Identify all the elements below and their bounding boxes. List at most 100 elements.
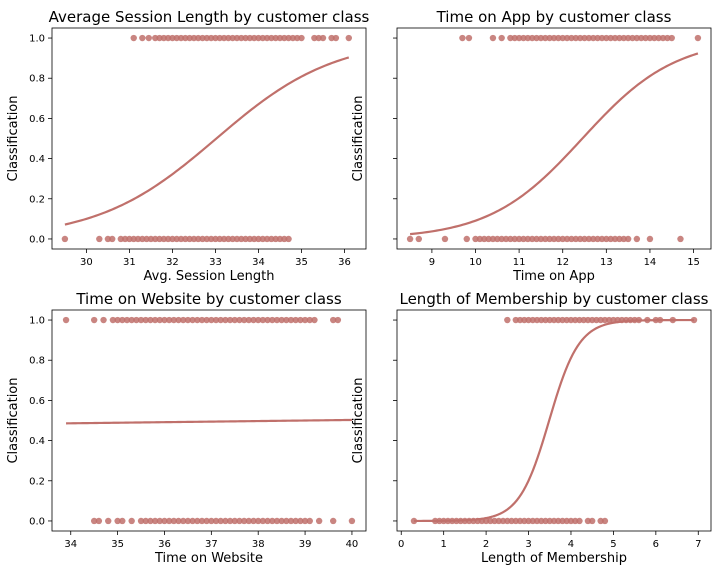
data-point-class-1 — [212, 316, 220, 324]
data-point-class-0 — [231, 517, 238, 525]
x-axis-label: Time on Website — [154, 551, 263, 566]
data-point-class-1 — [334, 316, 342, 324]
data-point-class-1 — [123, 316, 131, 324]
axes-frame — [51, 309, 367, 532]
data-point-class-0 — [184, 517, 192, 525]
data-point-class-1 — [297, 316, 304, 324]
x-tick-label: 36 — [338, 257, 351, 268]
x-tick-label: 12 — [556, 257, 569, 268]
data-point-class-0 — [203, 517, 210, 525]
data-point-class-1 — [259, 316, 267, 324]
data-point-class-0 — [161, 517, 168, 525]
y-tick-label: 0.8 — [29, 356, 45, 367]
data-point-class-1 — [231, 316, 238, 324]
scatter-points — [410, 316, 698, 525]
data-point-class-0 — [212, 517, 220, 525]
data-point-class-0 — [415, 235, 423, 243]
data-point-class-0 — [147, 517, 154, 525]
y-axis-label: Classification — [6, 377, 21, 463]
x-tick-label: 31 — [123, 257, 136, 268]
data-point-class-0 — [151, 517, 159, 525]
data-point-class-0 — [90, 517, 98, 525]
axes-frame — [396, 27, 712, 250]
data-point-class-0 — [198, 517, 206, 525]
x-tick-label: 39 — [299, 539, 312, 550]
x-tick-label: 6 — [653, 539, 659, 550]
data-point-class-0 — [601, 517, 609, 525]
data-point-class-0 — [441, 235, 449, 243]
data-point-class-1 — [345, 34, 352, 42]
data-point-class-0 — [264, 517, 271, 525]
data-point-class-1 — [329, 316, 337, 324]
data-point-class-0 — [273, 517, 281, 525]
panel-avg-session-length: Average Session Length by customer class… — [6, 8, 370, 284]
data-point-class-0 — [624, 235, 632, 243]
data-point-class-1 — [498, 34, 505, 42]
data-point-class-0 — [96, 235, 103, 243]
data-point-class-0 — [236, 517, 243, 525]
x-tick-label: 40 — [346, 539, 359, 550]
data-point-class-1 — [459, 34, 466, 42]
x-axis-label: Avg. Session Length — [144, 269, 275, 284]
x-tick-label: 5 — [610, 539, 616, 550]
x-tick-label: 38 — [252, 539, 265, 550]
data-point-class-0 — [406, 235, 414, 243]
data-point-class-0 — [114, 517, 121, 525]
data-point-class-1 — [298, 34, 305, 42]
data-point-class-1 — [203, 316, 210, 324]
panel-length-of-membership: Length of Membership by customer class L… — [351, 290, 712, 566]
data-point-class-0 — [463, 235, 470, 243]
data-point-class-0 — [109, 235, 116, 243]
data-point-class-0 — [278, 517, 285, 525]
data-point-class-1 — [250, 316, 257, 324]
data-point-class-0 — [315, 517, 323, 525]
data-point-class-1 — [147, 316, 154, 324]
y-tick-label: 0.2 — [29, 476, 45, 487]
data-point-class-1 — [287, 316, 295, 324]
data-point-class-1 — [142, 316, 149, 324]
data-point-class-1 — [194, 316, 201, 324]
x-tick-label: 0 — [398, 539, 404, 550]
x-tick-label: 3 — [525, 539, 531, 550]
y-tick-label: 0.0 — [29, 516, 45, 527]
scatter-points — [62, 316, 356, 525]
data-point-class-1 — [156, 316, 163, 324]
axes-frame — [396, 309, 712, 532]
data-point-class-1 — [100, 316, 107, 324]
x-tick-label: 2 — [483, 539, 489, 550]
data-point-class-1 — [133, 316, 140, 324]
data-point-class-0 — [269, 517, 276, 525]
data-point-class-1 — [694, 34, 702, 42]
panel-title: Time on Website by customer class — [75, 290, 341, 308]
y-tick-label: 0.4 — [29, 436, 45, 447]
data-point-class-1 — [130, 34, 137, 42]
data-point-class-0 — [287, 517, 295, 525]
x-tick-label: 35 — [111, 539, 124, 550]
x-tick-label: 14 — [644, 257, 657, 268]
x-tick-label: 35 — [295, 257, 308, 268]
axes-frame — [51, 27, 367, 250]
data-point-class-0 — [61, 235, 69, 243]
data-point-class-1 — [128, 316, 135, 324]
data-point-class-0 — [222, 517, 229, 525]
data-point-class-1 — [109, 316, 117, 324]
data-point-class-0 — [285, 235, 292, 243]
data-point-class-1 — [184, 316, 192, 324]
x-tick-label: 9 — [429, 257, 435, 268]
x-tick-label: 7 — [695, 539, 701, 550]
panel-title: Average Session Length by customer class — [49, 8, 370, 26]
data-point-class-1 — [273, 316, 281, 324]
x-tick-label: 33 — [209, 257, 222, 268]
data-point-class-1 — [114, 316, 121, 324]
x-tick-label: 1 — [440, 539, 446, 550]
data-point-class-1 — [283, 316, 290, 324]
data-point-class-0 — [119, 517, 126, 525]
panel-time-on-app: Time on App by customer class Time on Ap… — [351, 8, 712, 284]
data-point-class-1 — [236, 316, 243, 324]
y-axis-label: Classification — [6, 95, 21, 181]
x-axis-label: Time on App — [512, 269, 595, 284]
x-tick-label: 4 — [568, 539, 574, 550]
x-tick-label: 13 — [600, 257, 613, 268]
data-point-class-1 — [90, 316, 98, 324]
